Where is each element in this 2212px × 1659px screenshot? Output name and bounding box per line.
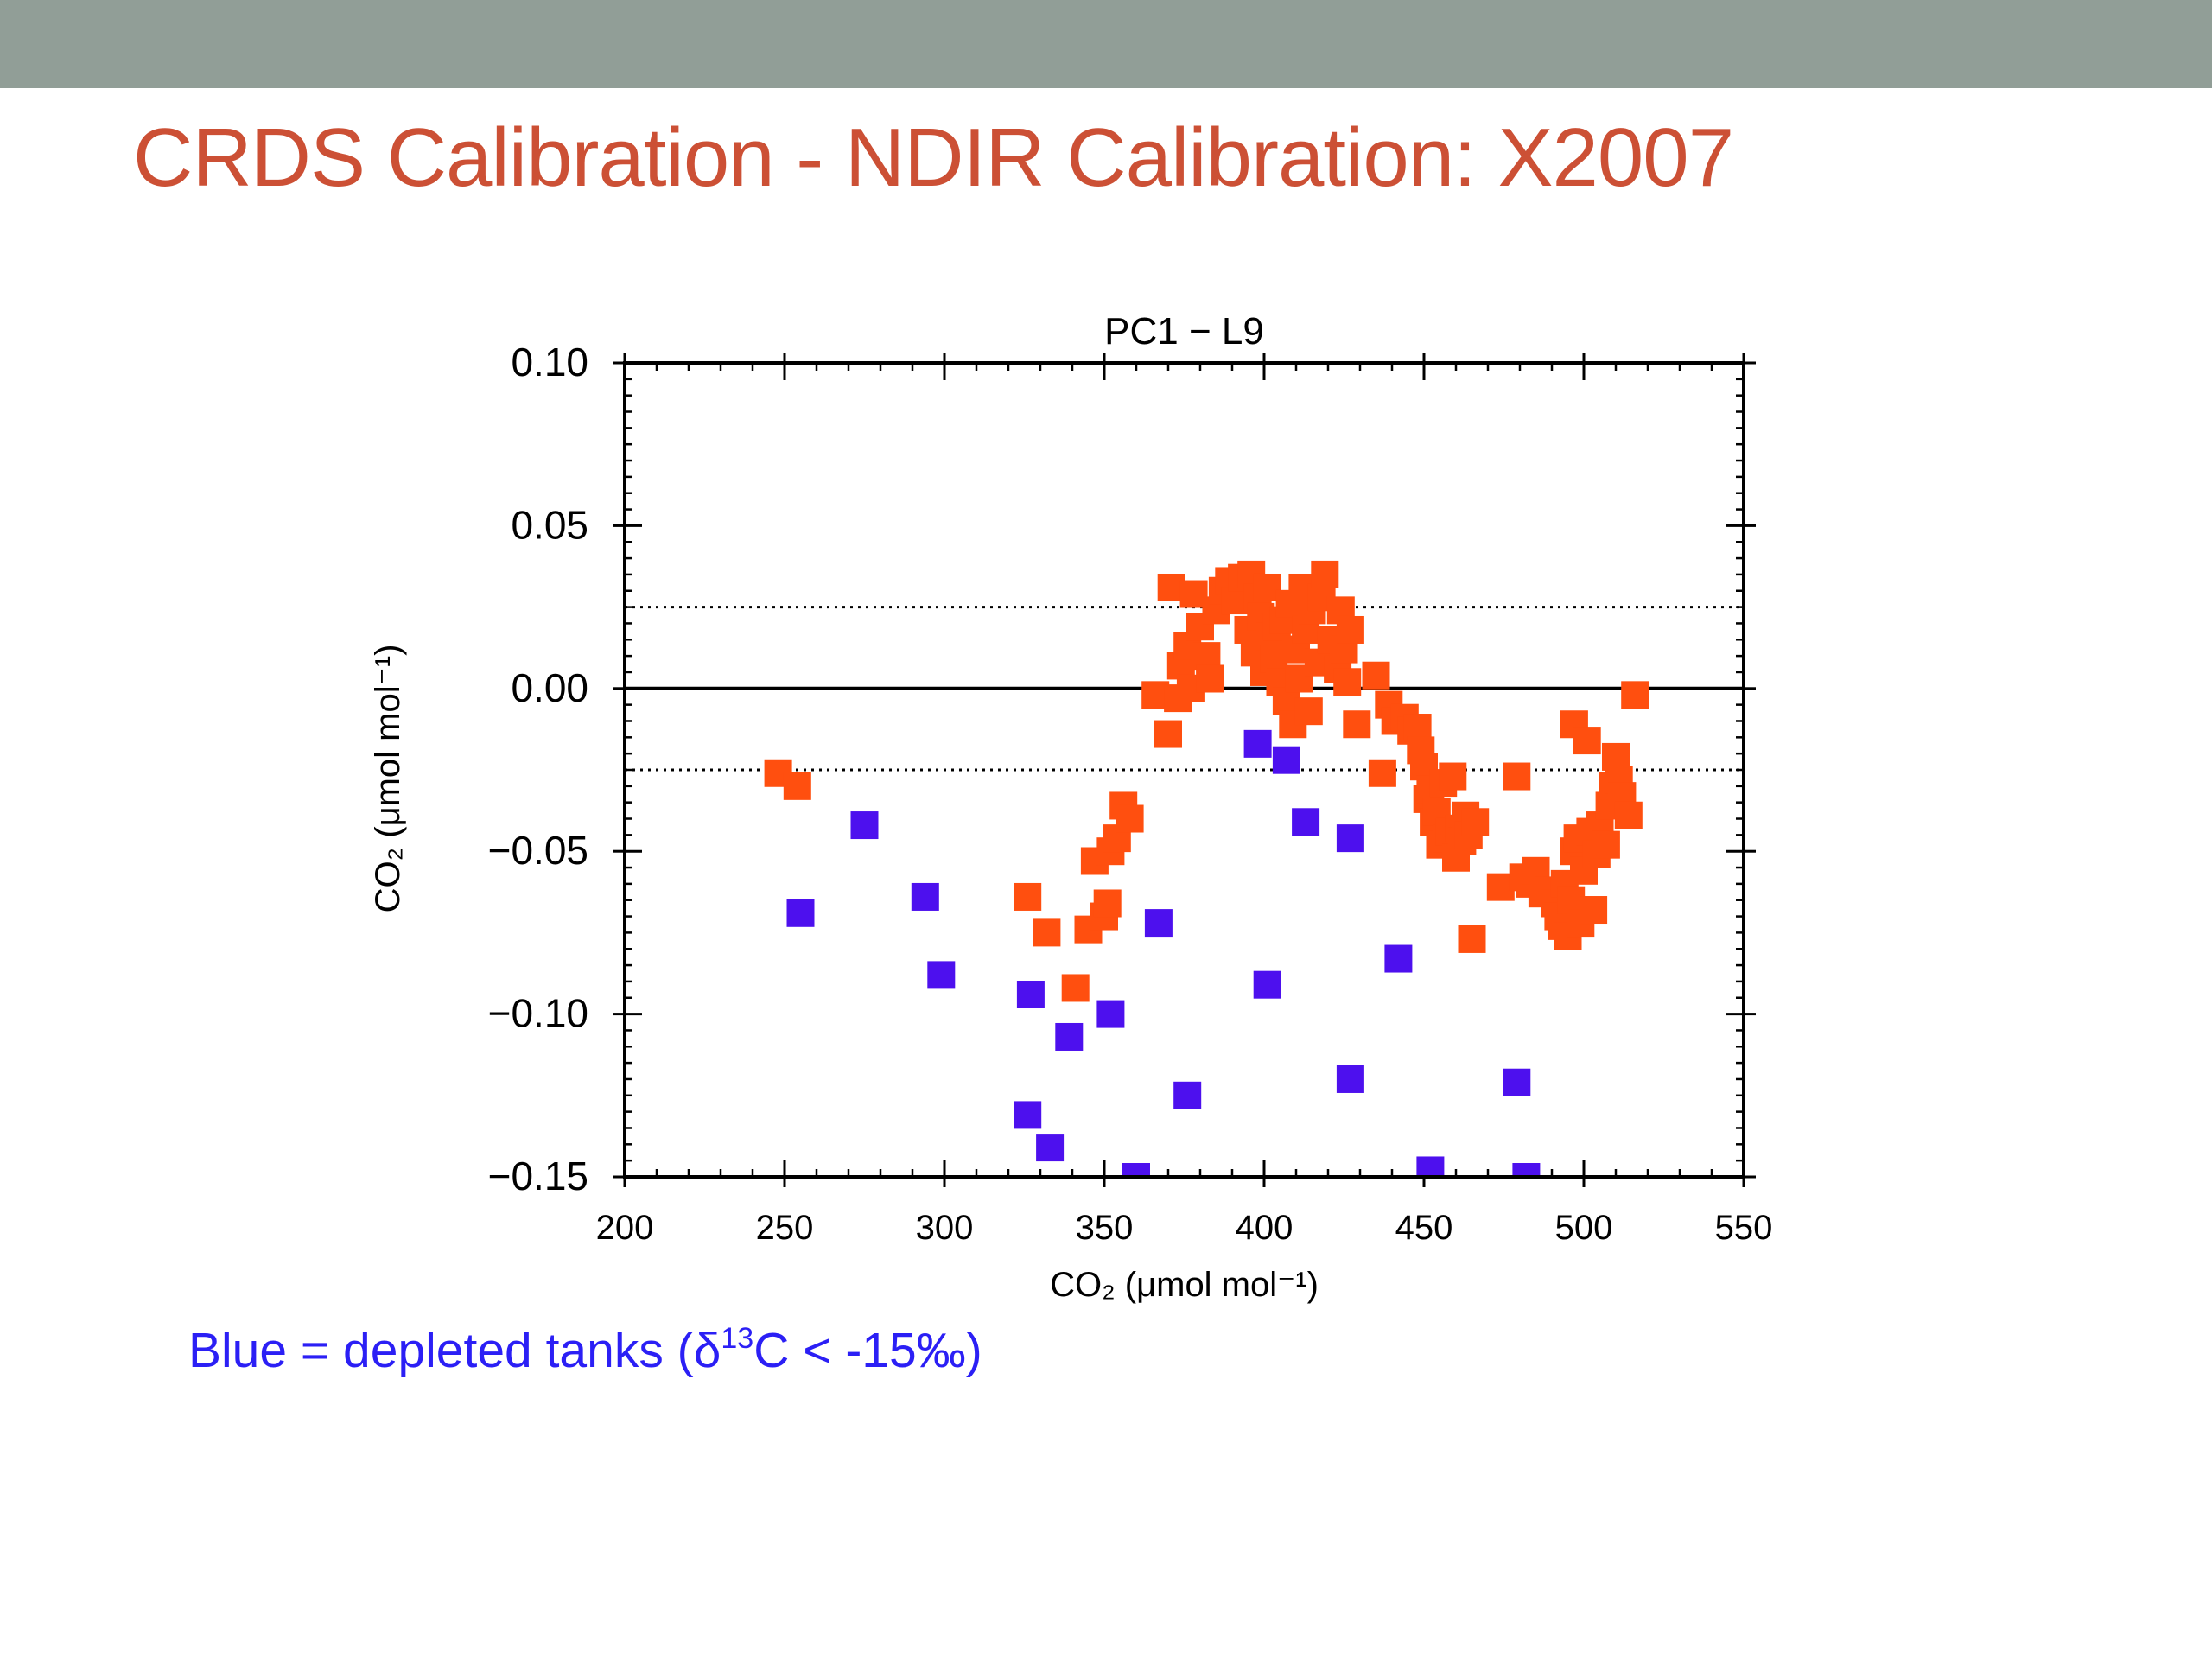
y-tick-label: 0.00 bbox=[511, 665, 588, 710]
blue-data-point bbox=[1384, 944, 1413, 973]
orange-data-point bbox=[1116, 804, 1144, 833]
blue-data-point bbox=[1336, 824, 1364, 853]
orange-data-point bbox=[1362, 661, 1390, 690]
orange-data-point bbox=[1592, 830, 1620, 859]
orange-data-point bbox=[1336, 615, 1364, 644]
blue-data-point bbox=[1173, 1081, 1202, 1109]
orange-data-point bbox=[1196, 664, 1224, 693]
orange-data-point bbox=[1093, 889, 1122, 918]
data-points bbox=[764, 560, 1649, 1177]
blue-data-point bbox=[1253, 970, 1281, 999]
blue-data-point bbox=[1292, 808, 1320, 836]
x-tick-label: 250 bbox=[756, 1209, 814, 1247]
blue-data-point bbox=[1243, 729, 1272, 758]
orange-data-point bbox=[1614, 801, 1643, 830]
caption-prefix: Blue = depleted tanks (δ bbox=[188, 1323, 721, 1378]
y-tick-label: 0.05 bbox=[511, 502, 588, 547]
blue-data-point bbox=[1016, 980, 1045, 1008]
orange-data-point bbox=[1461, 808, 1490, 836]
x-tick-label: 550 bbox=[1715, 1209, 1773, 1247]
header-bar bbox=[0, 0, 2212, 88]
orange-data-point bbox=[1033, 918, 1061, 947]
tick-labels: 200 250 300 350 400 450 500 550 0.10 0.05 0.00 −0.0… bbox=[488, 340, 1773, 1247]
x-tick-label: 200 bbox=[596, 1209, 654, 1247]
blue-data-point bbox=[1336, 1065, 1364, 1093]
orange-data-point bbox=[1458, 925, 1486, 953]
y-tick-label: −0.15 bbox=[488, 1154, 588, 1198]
y-axis-label: CO₂ (μmol mol⁻¹) bbox=[369, 645, 407, 913]
blue-data-point bbox=[850, 811, 879, 840]
y-tick-label: 0.10 bbox=[511, 340, 588, 385]
orange-data-point bbox=[1503, 762, 1531, 791]
orange-data-point bbox=[1294, 697, 1323, 726]
orange-data-point bbox=[1154, 720, 1182, 748]
y-tick-label: −0.10 bbox=[488, 991, 588, 1036]
orange-data-point bbox=[1439, 762, 1467, 791]
blue-data-point bbox=[911, 882, 939, 911]
x-tick-label: 300 bbox=[916, 1209, 974, 1247]
blue-data-point bbox=[1416, 1156, 1445, 1177]
orange-data-point bbox=[1368, 759, 1396, 787]
orange-data-point bbox=[1343, 710, 1371, 739]
blue-data-point bbox=[1272, 746, 1300, 774]
orange-data-point bbox=[1573, 727, 1601, 755]
orange-data-point bbox=[783, 772, 811, 800]
x-tick-label: 450 bbox=[1395, 1209, 1453, 1247]
x-axis-label: CO₂ (μmol mol⁻¹) bbox=[1050, 1266, 1319, 1304]
blue-data-point bbox=[1122, 1163, 1150, 1177]
blue-data-point bbox=[1036, 1134, 1065, 1162]
x-tick-label: 400 bbox=[1236, 1209, 1294, 1247]
x-tick-label: 500 bbox=[1555, 1209, 1613, 1247]
blue-data-point bbox=[927, 961, 956, 989]
caption-superscript: 13 bbox=[721, 1322, 754, 1355]
legend-caption: Blue = depleted tanks (δ13C < -15‰) bbox=[188, 1322, 982, 1379]
blue-data-point bbox=[1014, 1101, 1042, 1129]
orange-data-point bbox=[1621, 681, 1649, 709]
chart-title: PC1 − L9 bbox=[1104, 310, 1264, 353]
blue-data-point bbox=[1512, 1163, 1541, 1177]
orange-data-point bbox=[1014, 882, 1042, 911]
y-tick-label: −0.05 bbox=[488, 828, 588, 873]
slide-title: CRDS Calibration - NDIR Calibration: X20… bbox=[133, 111, 1734, 204]
plot-area-frame bbox=[623, 361, 1745, 1179]
blue-data-point bbox=[1503, 1068, 1531, 1096]
blue-data-point bbox=[1055, 1022, 1084, 1051]
caption-suffix: C < -15‰) bbox=[753, 1323, 982, 1378]
orange-data-point bbox=[1061, 974, 1090, 1002]
orange-data-point bbox=[1311, 560, 1339, 588]
orange-data-point bbox=[1580, 896, 1608, 925]
x-tick-label: 350 bbox=[1076, 1209, 1134, 1247]
blue-data-point bbox=[1144, 909, 1173, 938]
blue-data-point bbox=[1096, 1000, 1125, 1028]
blue-data-point bbox=[786, 899, 815, 927]
orange-data-point bbox=[1333, 668, 1362, 696]
